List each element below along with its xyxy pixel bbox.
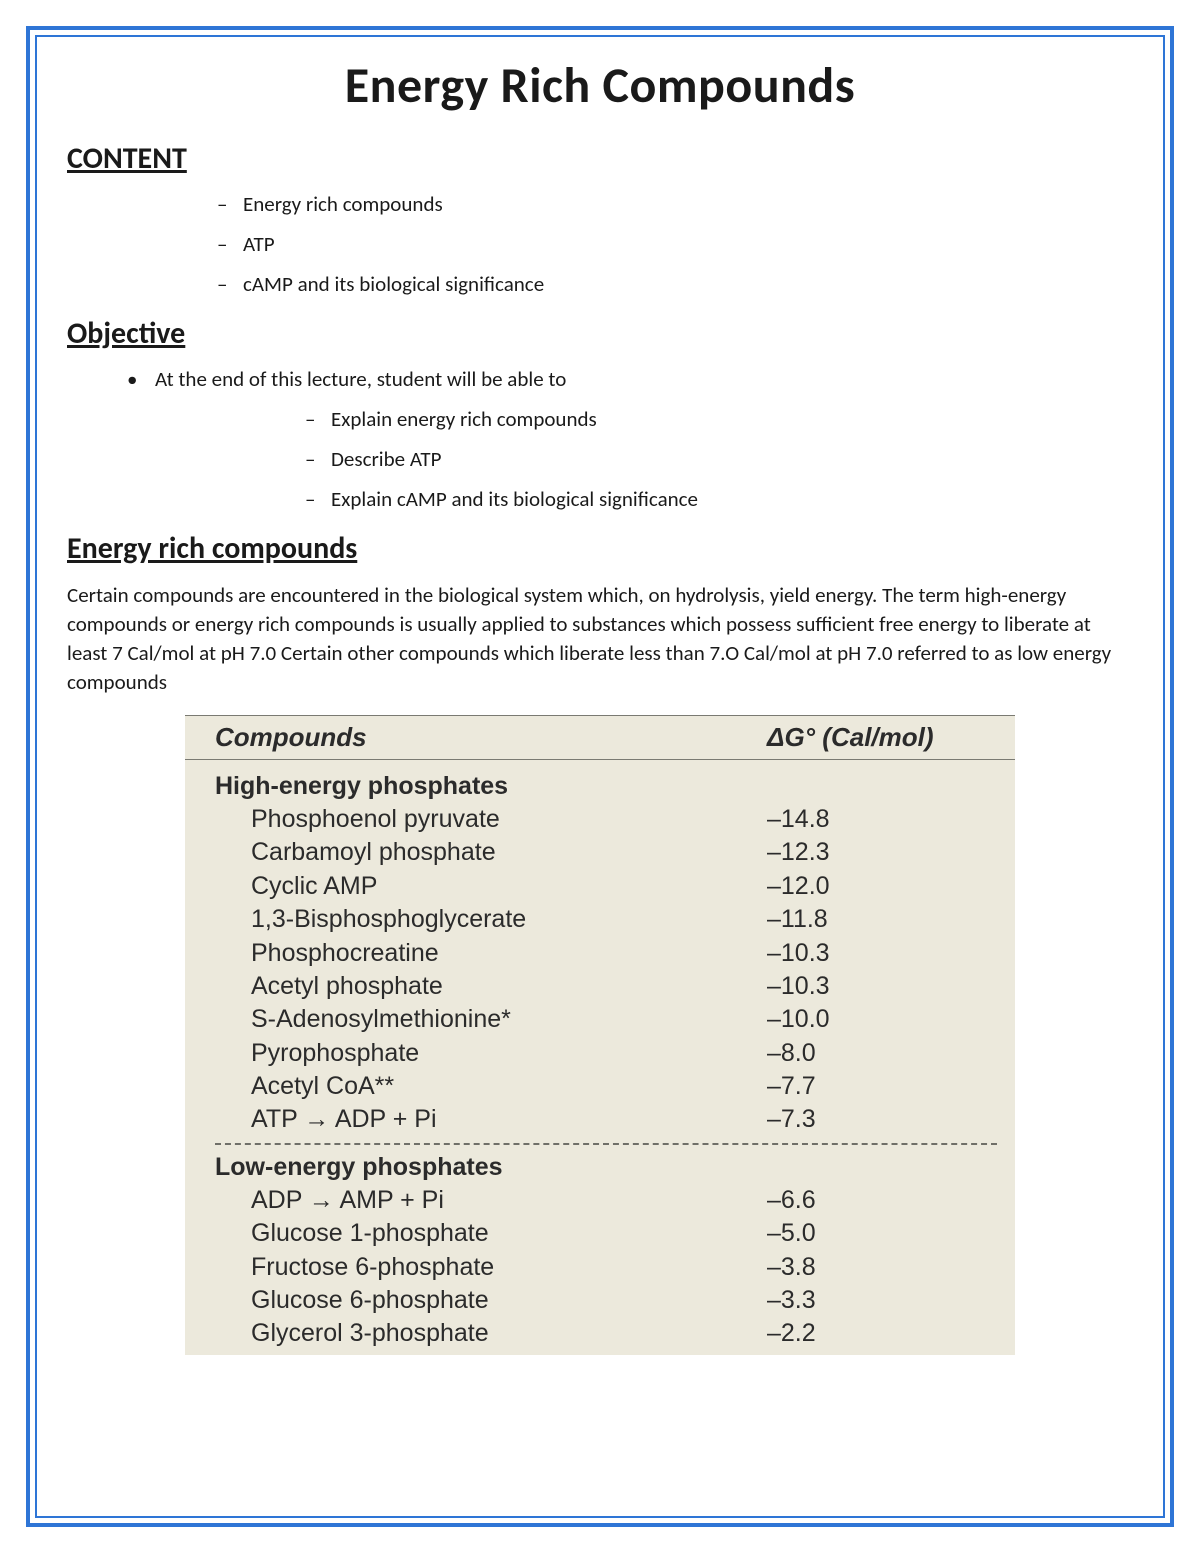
table-row: ATP → ADP + Pi–7.3	[215, 1103, 997, 1136]
table-header: Compounds ΔG° (Cal/mol)	[185, 716, 1015, 760]
table-body: High-energy phosphates Phosphoenol pyruv…	[185, 760, 1015, 1355]
list-item: Energy rich compounds	[217, 191, 1133, 217]
compound-name: 1,3-Bisphosphoglycerate	[215, 905, 767, 934]
table-row: Acetyl phosphate–10.3	[215, 970, 997, 1003]
compound-name: Carbamoyl phosphate	[215, 838, 767, 867]
group-title: High-energy phosphates	[215, 772, 997, 801]
list-item: At the end of this lecture, student will…	[127, 366, 1133, 512]
content-list: Energy rich compounds ATP cAMP and its b…	[67, 191, 1133, 297]
table-row: Phosphocreatine–10.3	[215, 936, 997, 969]
table-header-compounds: Compounds	[215, 722, 767, 753]
table-row: Fructose 6-phosphate–3.8	[215, 1250, 997, 1283]
compound-name: Fructose 6-phosphate	[215, 1253, 767, 1282]
compound-name: ATP → ADP + Pi	[215, 1105, 767, 1134]
compound-dg: –5.0	[767, 1219, 997, 1248]
compound-dg: –3.8	[767, 1253, 997, 1282]
compound-dg: –6.6	[767, 1186, 997, 1215]
list-item: cAMP and its biological significance	[217, 271, 1133, 297]
compound-name: Glucose 1-phosphate	[215, 1219, 767, 1248]
compounds-paragraph: Certain compounds are encountered in the…	[67, 581, 1133, 697]
compound-dg: –11.8	[767, 905, 997, 934]
inner-border: Energy Rich Compounds CONTENT Energy ric…	[35, 35, 1165, 1518]
compound-name: Phosphocreatine	[215, 939, 767, 968]
section-heading-compounds: Energy rich compounds	[67, 530, 1133, 567]
group-rows-1: ADP → AMP + Pi–6.6Glucose 1-phosphate–5.…	[215, 1184, 997, 1351]
compound-name: Phosphoenol pyruvate	[215, 805, 767, 834]
table-row: S-Adenosylmethionine*–10.0	[215, 1003, 997, 1036]
compound-name: Cyclic AMP	[215, 872, 767, 901]
group-rows-0: Phosphoenol pyruvate–14.8Carbamoyl phosp…	[215, 803, 997, 1137]
compound-dg: –14.8	[767, 805, 997, 834]
table-row: Acetyl CoA**–7.7	[215, 1070, 997, 1103]
group-title: Low-energy phosphates	[215, 1153, 997, 1182]
compound-dg: –7.3	[767, 1105, 997, 1134]
list-item: ATP	[217, 231, 1133, 257]
compound-dg: –12.3	[767, 838, 997, 867]
table-row: Pyrophosphate–8.0	[215, 1037, 997, 1070]
list-item: Describe ATP	[305, 446, 1133, 472]
compound-name: S-Adenosylmethionine*	[215, 1005, 767, 1034]
objective-list: At the end of this lecture, student will…	[67, 366, 1133, 512]
table-row: Glycerol 3-phosphate–2.2	[215, 1317, 997, 1350]
compound-name: Glucose 6-phosphate	[215, 1286, 767, 1315]
compound-name: Acetyl phosphate	[215, 972, 767, 1001]
table-row: Glucose 6-phosphate–3.3	[215, 1284, 997, 1317]
table-row: ADP → AMP + Pi–6.6	[215, 1184, 997, 1217]
table-row: Carbamoyl phosphate–12.3	[215, 836, 997, 869]
compound-name: Acetyl CoA**	[215, 1072, 767, 1101]
page-title: Energy Rich Compounds	[67, 55, 1133, 116]
list-item: Explain cAMP and its biological signific…	[305, 486, 1133, 512]
objective-lead: At the end of this lecture, student will…	[155, 366, 566, 392]
objective-sublist: Explain energy rich compounds Describe A…	[155, 406, 1133, 512]
table-header-dg: ΔG° (Cal/mol)	[767, 722, 997, 753]
compound-name: Pyrophosphate	[215, 1039, 767, 1068]
compounds-table: Compounds ΔG° (Cal/mol) High-energy phos…	[185, 715, 1015, 1355]
section-heading-content: CONTENT	[67, 140, 1133, 177]
group-separator	[215, 1143, 997, 1145]
table-row: Phosphoenol pyruvate–14.8	[215, 803, 997, 836]
compound-name: ADP → AMP + Pi	[215, 1186, 767, 1215]
section-heading-objective: Objective	[67, 315, 1133, 352]
outer-border: Energy Rich Compounds CONTENT Energy ric…	[26, 26, 1174, 1527]
compound-dg: –10.0	[767, 1005, 997, 1034]
compound-dg: –2.2	[767, 1319, 997, 1348]
table-row: 1,3-Bisphosphoglycerate–11.8	[215, 903, 997, 936]
table-row: Glucose 1-phosphate–5.0	[215, 1217, 997, 1250]
compound-dg: –7.7	[767, 1072, 997, 1101]
compound-dg: –10.3	[767, 939, 997, 968]
page: Energy Rich Compounds CONTENT Energy ric…	[0, 0, 1200, 1553]
compound-dg: –3.3	[767, 1286, 997, 1315]
compound-dg: –8.0	[767, 1039, 997, 1068]
compound-dg: –12.0	[767, 872, 997, 901]
table-row: Cyclic AMP–12.0	[215, 870, 997, 903]
compound-name: Glycerol 3-phosphate	[215, 1319, 767, 1348]
compound-dg: –10.3	[767, 972, 997, 1001]
list-item: Explain energy rich compounds	[305, 406, 1133, 432]
